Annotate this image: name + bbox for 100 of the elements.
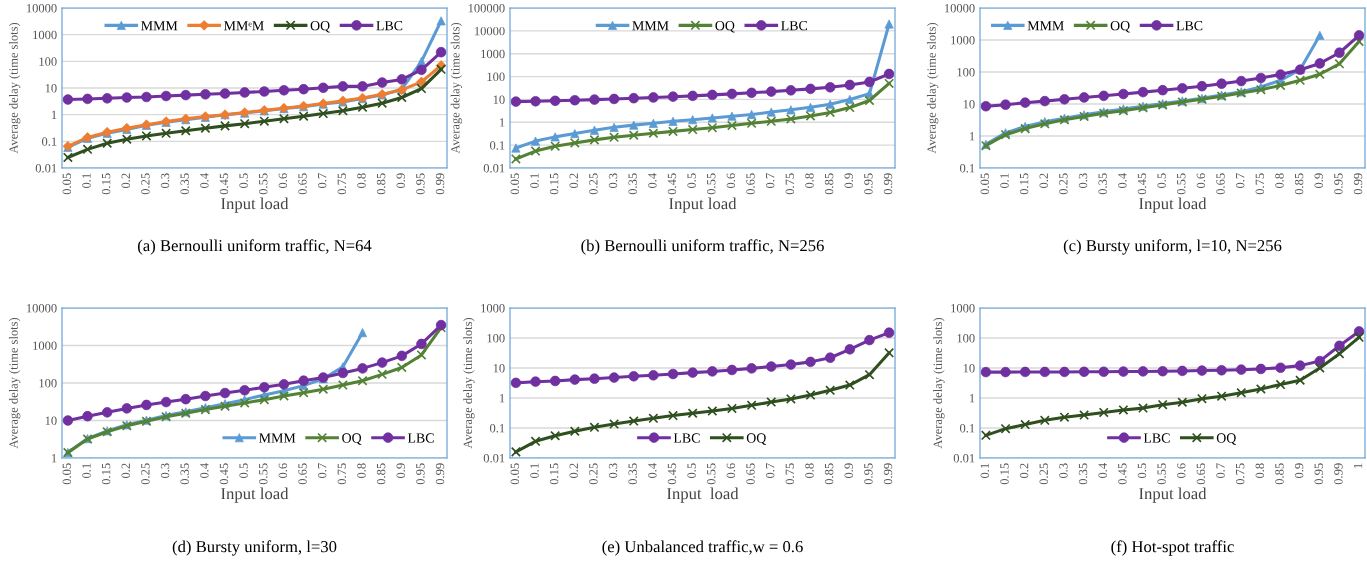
y-axis-title: Average delay (time slots) [8, 22, 21, 154]
y-tick-label: 0.01 [953, 454, 975, 463]
y-tick-label: 10 [45, 416, 57, 425]
x-tick-label: 0.3 [160, 173, 170, 189]
text: (d) Bursty uniform, l=30 [172, 540, 337, 556]
legend-label: OQ [746, 433, 767, 445]
x-tick-label: 0.9 [1314, 173, 1324, 189]
x-tick-label: 0.85 [376, 463, 386, 485]
y-tick-label: 0.01 [483, 164, 505, 173]
x-tick-label: 0.7 [317, 173, 327, 189]
y-axis-title: Average delay (time slots) [926, 22, 939, 154]
x-tick-label: 0.05 [62, 463, 72, 485]
x-tick-label: 0.55 [259, 173, 268, 195]
y-tick-label: 0.1 [41, 137, 57, 146]
x-axis-title: Input load [1139, 197, 1207, 213]
x-tick-label: 0.9 [396, 463, 406, 479]
x-tick-label: 0.6 [1196, 173, 1206, 189]
y-tick-label: 100 [957, 334, 975, 343]
x-tick-label: 0.7 [1235, 173, 1245, 189]
text: (f) Hot-spot traffic [1111, 540, 1234, 556]
legend-label: OQ [310, 21, 330, 33]
legend-label: MMM [632, 21, 669, 31]
y-tick-label: 10 [45, 84, 57, 93]
x-tick-label: 0.7 [765, 463, 775, 479]
x-tick-label: 0.4 [648, 463, 657, 479]
x-tick-label: 0.6 [278, 463, 288, 479]
x-tick-label: 0.15 [1019, 173, 1029, 195]
y-tick-label: 100 [39, 379, 57, 388]
legend-label: MMM [1027, 21, 1064, 31]
x-tick-label: 0.99 [1334, 463, 1343, 485]
x-tick-label: 0.2 [569, 463, 579, 479]
y-tick-label: 10 [963, 364, 975, 373]
x-tick-label: 0.1 [530, 173, 539, 189]
x-tick-label: 0.25 [141, 463, 150, 485]
x-tick-label: 0.1 [1000, 173, 1009, 189]
x-tick-label: 0.3 [1059, 463, 1068, 479]
legend-label: MMM [141, 21, 178, 31]
y-tick-label: 100000 [468, 4, 505, 13]
x-tick-label: 0.5 [687, 173, 696, 189]
text: (c) Bursty uniform, l=10, N=256 [1063, 239, 1282, 255]
y-tick-label: 0.1 [959, 164, 975, 173]
x-tick-label: 0.85 [1275, 463, 1284, 485]
x-tick-label: 0.65 [746, 173, 755, 195]
x-tick-label: 0.2 [569, 173, 579, 189]
x-tick-label: 0.95 [416, 463, 425, 485]
x-tick-label: 0.5 [239, 463, 248, 479]
y-axis-title: Average delay (time slots) [933, 317, 945, 449]
y-axis-title: Average delay (time slots) [8, 317, 21, 449]
x-tick-label: 0.99 [435, 463, 445, 485]
x-tick-label: 0.7 [1216, 463, 1225, 479]
x-tick-label: 0.6 [1177, 463, 1186, 479]
x-axis-title: Input load [1139, 487, 1207, 503]
x-tick-label: 0.99 [883, 173, 893, 195]
x-tick-label: 0.65 [1196, 463, 1206, 485]
x-tick-label: 0.2 [1019, 463, 1029, 479]
legend-label: LBC [1176, 21, 1203, 31]
text: (a) Bernoulli uniform traffic, N=64 [137, 239, 372, 255]
x-tick-label: 0.55 [1157, 463, 1166, 485]
x-tick-label: 0.1 [530, 463, 539, 479]
y-tick-label: 1000 [951, 304, 975, 313]
legend-label: LBC [407, 433, 434, 443]
x-tick-label: 0.45 [1137, 173, 1147, 195]
y-tick-label: 100 [487, 72, 505, 82]
x-tick-label: 0.25 [589, 173, 598, 195]
x-tick-label: 0.6 [726, 463, 736, 479]
x-tick-label: 0.65 [298, 173, 307, 195]
x-tick-label: 0.95 [416, 173, 425, 195]
x-tick-label: 0.35 [180, 463, 189, 485]
y-tick-label: 0.1 [489, 424, 505, 433]
x-tick-label: 0.6 [726, 173, 736, 189]
x-tick-label: 0.15 [1000, 463, 1009, 485]
x-tick-label: 0.75 [337, 463, 347, 485]
x-tick-label: 0.3 [1078, 173, 1088, 189]
y-tick-label: 1000 [33, 341, 57, 350]
x-tick-label: 0.55 [707, 463, 716, 485]
y-tick-label: 10000 [26, 304, 57, 313]
x-tick-label: 0.5 [687, 463, 696, 479]
y-tick-label: 1 [969, 132, 975, 141]
y-tick-label: 10 [493, 364, 505, 373]
x-tick-label: 0.8 [1275, 173, 1284, 189]
x-tick-label: 0.55 [707, 173, 716, 195]
y-tick-label: 1000 [481, 49, 505, 59]
x-tick-label: 0.9 [396, 173, 406, 189]
x-tick-label: 0.6 [278, 173, 288, 189]
x-tick-label: 0.25 [1039, 463, 1049, 485]
x-tick-label: 0.15 [549, 173, 559, 195]
x-tick-label: 0.3 [160, 463, 170, 479]
y-tick-label: 0.1 [959, 424, 975, 433]
x-tick-label: 0.15 [549, 463, 559, 485]
x-tick-label: 0.25 [589, 463, 598, 485]
x-tick-label: 0.5 [1137, 463, 1147, 479]
x-tick-label: 0.65 [1216, 173, 1225, 195]
x-tick-label: 0.1 [980, 463, 990, 479]
y-tick-label: 1 [51, 110, 57, 119]
legend-label: OQ [342, 433, 362, 445]
y-tick-label: 0.1 [489, 141, 505, 150]
x-tick-label: 0.15 [101, 173, 111, 195]
y-tick-label: 100 [39, 57, 57, 66]
x-tick-label: 0.4 [1118, 173, 1127, 189]
x-tick-label: 0.2 [1039, 173, 1049, 189]
